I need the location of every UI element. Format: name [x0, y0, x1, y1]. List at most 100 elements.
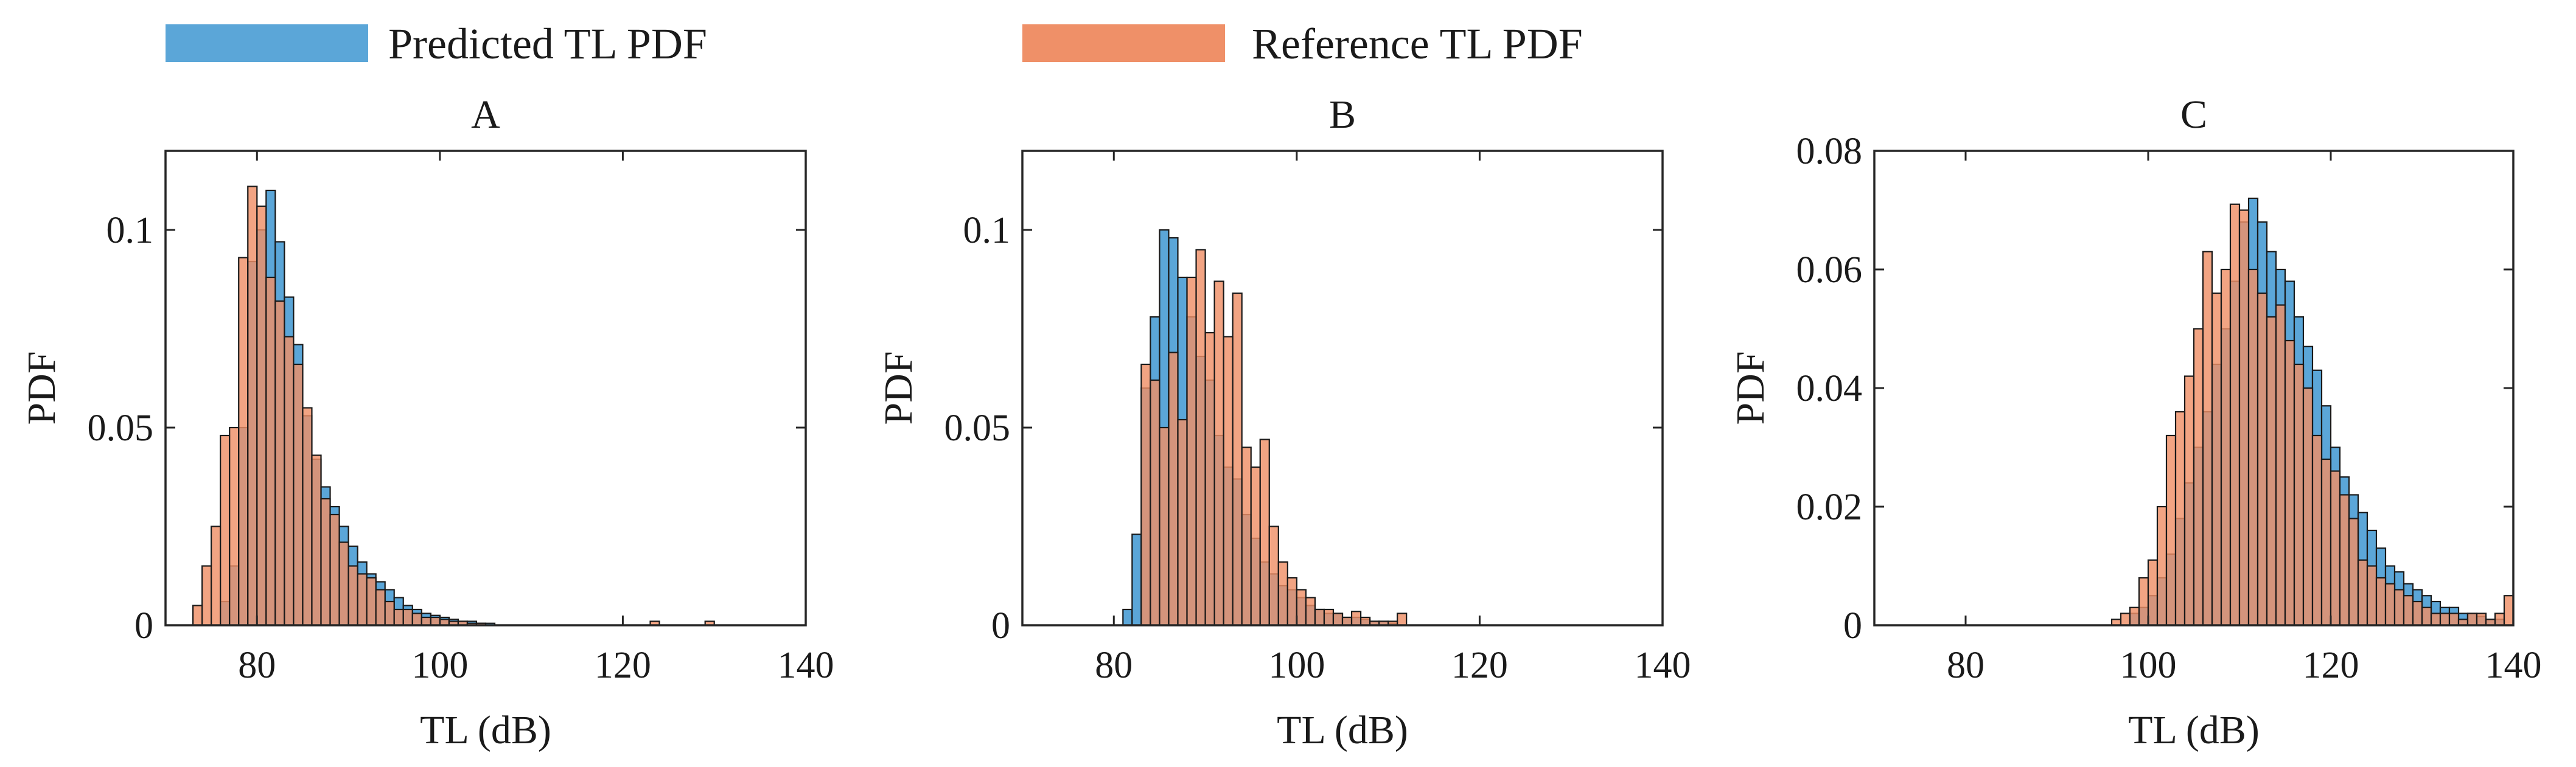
reference-bar	[411, 613, 422, 626]
reference-bar	[1241, 446, 1252, 626]
reference-bar	[2147, 559, 2159, 626]
y-tick-label: 0.1	[963, 210, 1011, 251]
reference-bar	[2476, 613, 2487, 626]
panel-title: A	[471, 92, 500, 137]
y-axis-label: PDF	[19, 351, 64, 425]
reference-bar	[2293, 363, 2305, 626]
reference-bar	[1195, 249, 1206, 626]
reference-bar	[2320, 458, 2332, 626]
panel-title: B	[1329, 92, 1356, 137]
legend-label-reference: Reference TL PDF	[1252, 19, 1583, 68]
y-axis-label: PDF	[1728, 351, 1773, 425]
x-axis-label: TL (dB)	[2128, 708, 2260, 752]
y-tick-label: 0.04	[1796, 368, 1863, 409]
reference-bar	[1350, 611, 1362, 626]
reference-bar	[2220, 268, 2232, 626]
reference-bar	[1268, 526, 1279, 626]
reference-bar	[256, 205, 267, 626]
bars-layer	[2110, 197, 2515, 626]
reference-bar	[329, 513, 340, 626]
legend-item-reference: Reference TL PDF	[1022, 19, 1583, 68]
predicted-bar	[1131, 533, 1142, 626]
reference-bar	[2339, 494, 2350, 626]
reference-bar	[1341, 616, 1353, 626]
reference-bar	[2403, 595, 2414, 626]
reference-bar	[1204, 331, 1215, 626]
ticks-layer: 80 100 120 140 0 0.05 0.1	[88, 151, 834, 686]
reference-bar	[1159, 426, 1170, 626]
reference-bar	[2375, 577, 2387, 626]
reference-bar	[302, 407, 313, 626]
reference-bar	[2494, 613, 2505, 626]
reference-bar	[247, 186, 258, 626]
reference-bar	[1140, 363, 1151, 626]
reference-bar	[2302, 387, 2314, 626]
reference-bar	[2183, 375, 2195, 626]
reference-bar	[238, 257, 249, 626]
reference-bar	[2247, 268, 2259, 626]
reference-bar	[421, 616, 431, 626]
reference-bar	[2129, 606, 2140, 626]
reference-bar	[366, 577, 377, 626]
reference-bar	[338, 541, 349, 626]
y-tick-label: 0	[991, 605, 1010, 647]
reference-bar	[1168, 352, 1179, 626]
chart-panel-c: C 80 100 120 140 0 0.02 0.04 0.06 0.08 TL (dB) P…	[1728, 92, 2542, 752]
reference-bar	[2174, 411, 2186, 626]
y-tick-label: 0.05	[944, 408, 1011, 449]
x-tick-label: 100	[411, 645, 468, 686]
reference-bar	[265, 276, 276, 626]
ticks-layer: 80 100 120 140 0 0.02 0.04 0.06 0.08	[1796, 131, 2542, 686]
plot-frame	[1021, 150, 1664, 626]
y-tick-label: 0	[134, 605, 153, 647]
reference-bar	[1150, 379, 1161, 626]
reference-bar	[1360, 616, 1371, 626]
plot-frame	[1873, 150, 2515, 626]
reference-bar	[320, 498, 331, 626]
reference-bar	[2466, 613, 2478, 626]
reference-bar	[2311, 434, 2323, 626]
reference-bar	[2421, 606, 2432, 626]
legend-swatch-predicted	[166, 24, 368, 62]
reference-bar	[402, 608, 413, 626]
reference-bar	[2439, 613, 2451, 626]
reference-bar	[2156, 505, 2168, 626]
reference-bar	[2202, 251, 2213, 626]
y-tick-label: 0	[1843, 605, 1862, 647]
reference-bar	[1259, 439, 1270, 626]
reference-bar	[1250, 466, 1261, 626]
reference-bar	[284, 336, 295, 626]
chart-panel-a: A 80 100 120 140 0 0.05 0.1 TL (dB) PDF	[19, 92, 834, 752]
x-tick-label: 120	[2303, 645, 2359, 686]
reference-bar	[229, 426, 240, 626]
reference-bar	[2412, 600, 2423, 626]
reference-bar	[1314, 608, 1325, 626]
reference-bar	[347, 565, 358, 626]
reference-bar	[201, 565, 212, 626]
panel-title: C	[2180, 92, 2207, 137]
x-tick-label: 80	[1947, 645, 1984, 686]
reference-bar	[1305, 597, 1316, 626]
reference-bar	[2275, 304, 2286, 626]
reference-bar	[220, 434, 231, 626]
reference-bar	[1332, 613, 1344, 626]
reference-bar	[393, 608, 404, 626]
y-tick-label: 0.08	[1796, 131, 1863, 172]
reference-bar	[274, 300, 285, 626]
reference-bar	[2211, 292, 2222, 626]
reference-bar	[2330, 470, 2341, 626]
reference-bar	[211, 526, 222, 626]
y-tick-label: 0.05	[88, 408, 154, 449]
reference-bar	[1286, 577, 1297, 626]
legend-item-predicted: Predicted TL PDF	[166, 19, 707, 68]
reference-bar	[1296, 589, 1307, 626]
reference-bar	[1397, 613, 1408, 626]
reference-bar	[375, 589, 386, 626]
legend-label-predicted: Predicted TL PDF	[388, 19, 707, 68]
reference-bar	[384, 600, 395, 626]
reference-bar	[430, 616, 441, 626]
ticks-layer: 80 100 120 140 0 0.05 0.1	[944, 151, 1691, 686]
y-axis-label: PDF	[876, 351, 921, 425]
x-tick-label: 100	[1268, 645, 1325, 686]
